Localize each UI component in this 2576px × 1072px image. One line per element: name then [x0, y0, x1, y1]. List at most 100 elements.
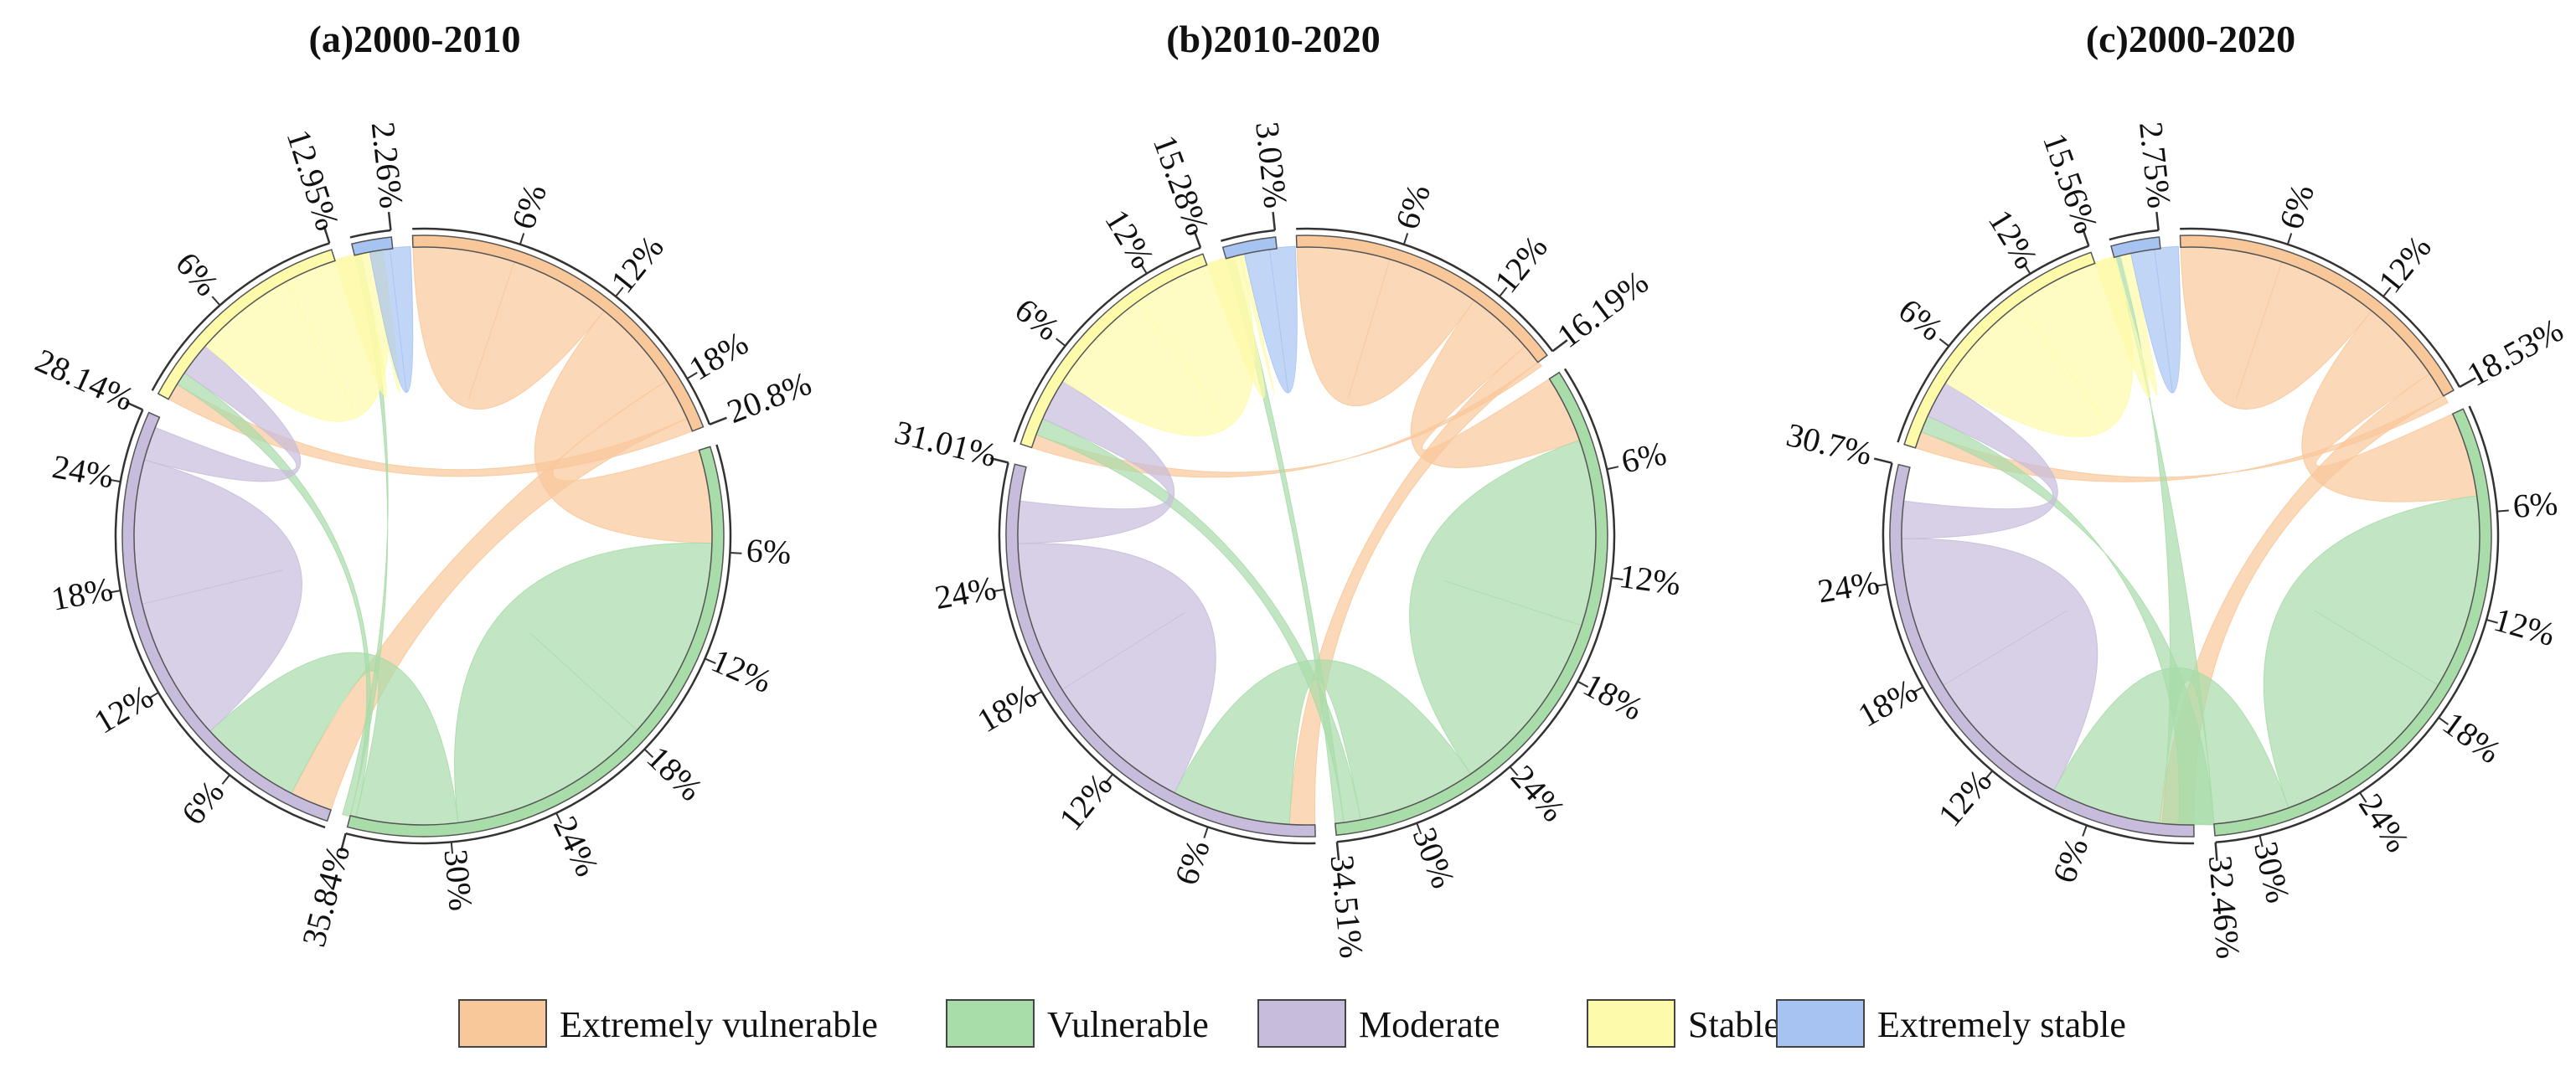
- chart-title: (c)2000-2020: [2086, 18, 2295, 60]
- share-label-extremely-vulnerable: 20.8%: [722, 364, 817, 430]
- ribbon-vulnerable-to-vulnerable: [1409, 439, 1598, 776]
- share-tick: [387, 212, 392, 231]
- tick-label: 12%: [1617, 557, 1683, 603]
- tick-label: 12%: [1981, 203, 2046, 275]
- legend-swatch: [1587, 999, 1675, 1048]
- share-tick: [2214, 842, 2218, 861]
- chord-ribbons: [1900, 245, 2481, 827]
- share-label-stable: 12.95%: [280, 125, 347, 234]
- tick-label: 12%: [87, 678, 159, 741]
- axis-tick: [211, 296, 221, 307]
- tick-label: 24%: [49, 447, 116, 495]
- axis-tick: [1139, 263, 1148, 275]
- axis-tick: [1499, 286, 1508, 297]
- legend-label: Extremely stable: [1877, 1004, 2126, 1045]
- tick-label: 12%: [1097, 203, 1162, 275]
- tick-label: 6%: [504, 179, 555, 234]
- legend-swatch: [946, 999, 1035, 1048]
- tick-label: 6%: [1167, 835, 1217, 889]
- group-arc-stable: [1903, 251, 2096, 449]
- chord-chart-1: (a)2000-201020.8%6%12%18%35.84%6%12%18%2…: [30, 18, 817, 951]
- group-axis-extremely-stable: [349, 229, 391, 239]
- tick-label: 18%: [49, 570, 116, 617]
- tick-label: 6%: [2272, 179, 2322, 234]
- axis-tick: [555, 812, 563, 824]
- group-arc-extremely-vulnerable: [1295, 234, 1548, 363]
- tick-label: 24%: [932, 569, 999, 616]
- share-tick: [1335, 842, 1340, 861]
- share-tick: [2155, 212, 2160, 231]
- axis-tick: [108, 478, 121, 483]
- tick-label: 6%: [1388, 179, 1438, 234]
- axis-tick: [1984, 770, 1994, 781]
- share-label-extremely-vulnerable: 18.53%: [2460, 311, 2569, 394]
- share-label-stable: 15.56%: [2036, 128, 2105, 238]
- tick-label: 6%: [2045, 833, 2095, 888]
- axis-tick: [2082, 825, 2088, 837]
- tick-label: 6%: [1618, 434, 1670, 481]
- group-arc-extremely-vulnerable: [2179, 234, 2455, 397]
- group-arc-stable: [1020, 253, 1208, 449]
- axis-tick: [1056, 338, 1066, 347]
- share-label-moderate: 31.01%: [891, 413, 1001, 474]
- axis-tick: [2496, 509, 2509, 513]
- group-arc-moderate: [121, 411, 333, 822]
- chord-ribbons: [132, 245, 714, 827]
- share-label-extremely-stable: 2.26%: [364, 120, 411, 209]
- axis-tick: [221, 774, 230, 785]
- axis-tick: [1912, 686, 1923, 694]
- tick-label: 18%: [1577, 666, 1649, 728]
- axis-tick: [992, 588, 1004, 593]
- tick-label: 18%: [2436, 704, 2508, 771]
- tick-label: 12%: [1051, 766, 1119, 838]
- group-extremely-stable: 3.02%: [1221, 120, 1295, 260]
- tick-label: 18%: [1851, 672, 1923, 734]
- group-axis-moderate: [1882, 462, 2195, 845]
- axis-tick: [1611, 577, 1624, 581]
- share-label-moderate: 30.7%: [1783, 415, 1876, 472]
- chart-title: (b)2010-2020: [1166, 18, 1381, 60]
- group-extremely-stable: 2.26%: [349, 120, 411, 256]
- group-axis-vulnerable: [1336, 368, 1616, 843]
- group-axis-vulnerable: [345, 444, 732, 845]
- legend-item-extremely-stable: Extremely stable: [1776, 999, 2126, 1048]
- tick-label: 12%: [2371, 229, 2439, 300]
- share-tick: [709, 416, 727, 425]
- share-label-moderate: 28.14%: [30, 341, 140, 418]
- axis-tick: [2438, 716, 2450, 725]
- tick-label: 6%: [746, 531, 792, 571]
- share-label-vulnerable: 35.84%: [294, 841, 357, 951]
- group-axis-vulnerable: [2215, 405, 2500, 844]
- chart-title: (a)2000-2010: [309, 18, 521, 60]
- share-tick: [2081, 228, 2090, 247]
- axis-tick: [108, 590, 121, 594]
- group-axis-moderate: [998, 462, 1316, 845]
- legend-swatch: [1257, 999, 1346, 1048]
- tick-label: 24%: [546, 811, 607, 883]
- axis-tick: [1203, 827, 1209, 839]
- share-label-extremely-stable: 2.75%: [2132, 120, 2179, 209]
- group-axis-extremely-vulnerable: [1296, 227, 1554, 353]
- axis-tick: [1104, 773, 1113, 784]
- legend-item-stable: Stable: [1587, 999, 1780, 1048]
- axis-tick: [1402, 233, 1409, 245]
- axis-tick: [1509, 765, 1519, 776]
- tick-label: 18%: [683, 324, 755, 388]
- share-tick: [125, 401, 143, 411]
- axis-tick: [519, 233, 525, 245]
- axis-tick: [705, 657, 716, 664]
- chord-chart-3: (c)2000-202018.53%6%12%32.46%6%12%18%24%…: [1783, 18, 2569, 960]
- group-arc-moderate: [1005, 463, 1316, 838]
- share-label-stable: 15.28%: [1146, 130, 1217, 240]
- tick-label: 6%: [2511, 484, 2559, 525]
- axis-tick: [2359, 791, 2367, 803]
- group-arc-stable: [157, 249, 336, 400]
- group-axis-stable: [151, 242, 330, 391]
- share-label-vulnerable: 32.46%: [2202, 854, 2248, 961]
- share-tick: [1551, 339, 1568, 353]
- legend-label: Stable: [1688, 1004, 1780, 1045]
- group-arc-extremely-vulnerable: [411, 234, 705, 432]
- axis-tick: [2382, 286, 2392, 297]
